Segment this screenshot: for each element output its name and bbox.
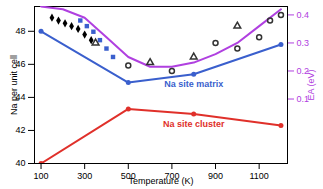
svg-text:0.4: 0.4 xyxy=(297,10,310,20)
svg-text:Na site cluster: Na site cluster xyxy=(163,119,225,129)
svg-text:100: 100 xyxy=(34,171,49,181)
svg-text:1100: 1100 xyxy=(249,171,268,181)
svg-text:Na per unit cell: Na per unit cell xyxy=(9,55,19,115)
svg-text:40: 40 xyxy=(15,158,25,168)
svg-text:EA (eV): EA (eV) xyxy=(306,69,316,100)
svg-text:Temperature (K): Temperature (K) xyxy=(128,176,193,186)
svg-text:42: 42 xyxy=(15,125,25,135)
svg-text:900: 900 xyxy=(208,171,223,181)
svg-text:0.1: 0.1 xyxy=(296,93,309,104)
svg-text:46: 46 xyxy=(15,59,26,70)
svg-text:0.3: 0.3 xyxy=(297,38,310,48)
svg-text:0.2: 0.2 xyxy=(296,65,309,76)
svg-text:44: 44 xyxy=(15,92,26,103)
svg-text:Na site matrix: Na site matrix xyxy=(164,79,223,89)
svg-text:300: 300 xyxy=(77,171,92,181)
svg-text:48: 48 xyxy=(15,26,25,36)
